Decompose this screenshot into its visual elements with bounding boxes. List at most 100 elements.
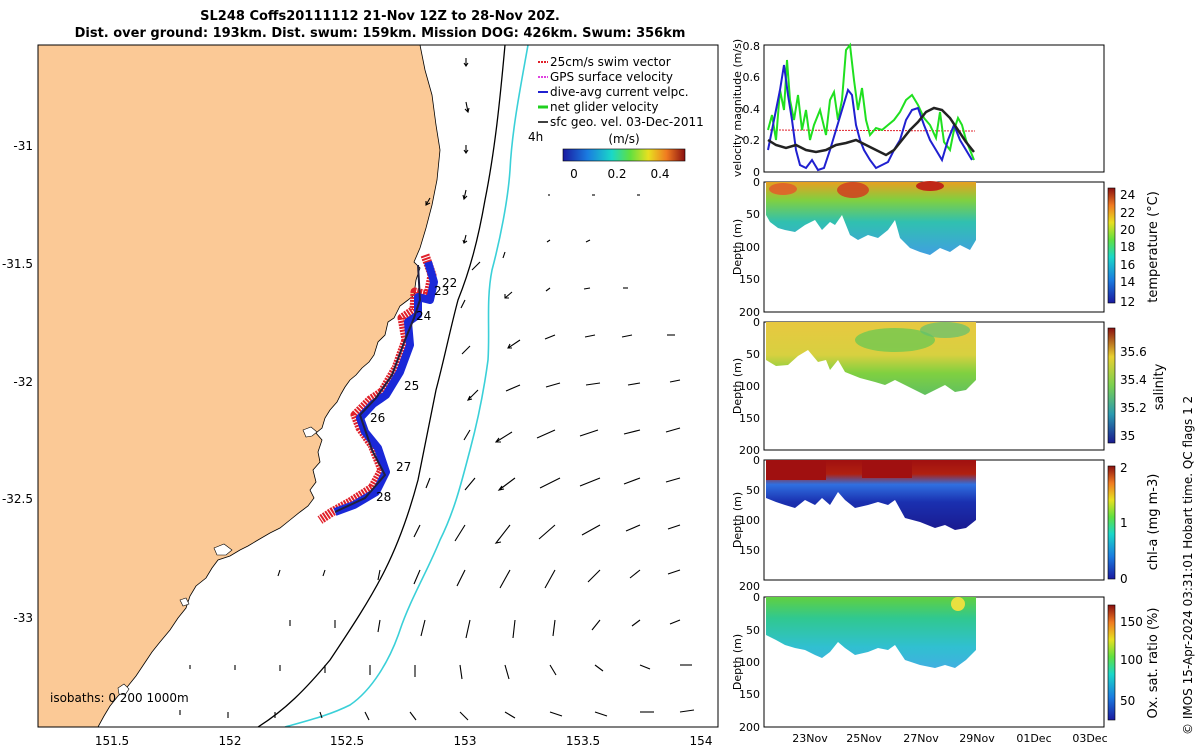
depth-tick: 200 bbox=[739, 444, 760, 457]
colorbar-tick: 0 bbox=[570, 167, 578, 181]
day-label: 23 bbox=[434, 284, 449, 298]
lat-tick: -32.5 bbox=[2, 492, 33, 506]
cbar-tick: 0 bbox=[1120, 572, 1128, 586]
lat-tick: -32 bbox=[13, 375, 33, 389]
salinity-colorbar bbox=[1107, 327, 1116, 444]
section-ylabels: Depth (m) Depth (m) Depth (m) Depth (m) bbox=[731, 219, 744, 690]
y-tick: 0.6 bbox=[743, 71, 761, 84]
time-tick: 23Nov bbox=[792, 732, 828, 745]
section-colorbars: 24 22 20 18 16 14 12 temperature (°C) 35… bbox=[1107, 187, 1167, 721]
y-tick: 0.4 bbox=[743, 103, 761, 116]
figure-title-line2: Dist. over ground: 193km. Dist. swum: 15… bbox=[74, 26, 686, 41]
swim-vector-series bbox=[769, 129, 976, 132]
lon-tick: 152 bbox=[219, 734, 242, 748]
day-label: 22 bbox=[442, 276, 457, 290]
geostrophic-series bbox=[767, 106, 975, 157]
depth-tick: 0 bbox=[753, 454, 760, 467]
isobath-label: isobaths: 0 200 1000m bbox=[50, 691, 189, 705]
cbar-label: temperature (°C) bbox=[1146, 191, 1161, 303]
day-label: 24 bbox=[416, 309, 431, 323]
depth-tick: 50 bbox=[746, 484, 760, 497]
coastal-lake bbox=[179, 597, 190, 607]
glider-track bbox=[317, 253, 438, 524]
cbar-label: Ox. sat. ratio (%) bbox=[1146, 608, 1161, 719]
cbar-tick: 35.4 bbox=[1120, 373, 1147, 387]
oxygen-section bbox=[763, 596, 1105, 728]
cbar-tick: 50 bbox=[1120, 694, 1135, 708]
depth-tick: 100 bbox=[739, 656, 760, 669]
section-depth-ticks: 0 50 100 150 200 0 50 100 150 200 0 50 1… bbox=[739, 176, 760, 734]
map-legend: 25cm/s swim vector GPS surface velocity … bbox=[528, 55, 704, 181]
day-label: 26 bbox=[370, 411, 385, 425]
legend-label: dive-avg current velpc. bbox=[550, 85, 689, 99]
figure-title-line1: SL248 Coffs20111112 21-Nov 12Z to 28-Nov… bbox=[200, 9, 560, 24]
depth-tick: 200 bbox=[739, 580, 760, 593]
depth-tick: 0 bbox=[753, 176, 760, 189]
colorbar-unit: (m/s) bbox=[608, 132, 639, 146]
depth-tick: 50 bbox=[746, 348, 760, 361]
depth-tick: 0 bbox=[753, 316, 760, 329]
cbar-label: chl-a (mg m-3) bbox=[1146, 474, 1161, 571]
lon-tick: 152.5 bbox=[330, 734, 364, 748]
section-ylabel: Depth (m) bbox=[731, 358, 744, 414]
map-frame bbox=[37, 44, 719, 728]
cbar-tick: 35.6 bbox=[1120, 345, 1147, 359]
colorbar-tick: 0.4 bbox=[650, 167, 669, 181]
cbar-tick: 18 bbox=[1120, 240, 1135, 254]
geostrophic-velocity-arrows bbox=[179, 58, 695, 721]
time-label: 4h bbox=[528, 130, 543, 144]
cbar-tick: 1 bbox=[1120, 516, 1128, 530]
depth-tick: 150 bbox=[739, 273, 760, 286]
cbar-tick: 150 bbox=[1120, 615, 1143, 629]
cbar-label: salinity bbox=[1152, 363, 1167, 410]
cbar-tick: 2 bbox=[1120, 461, 1128, 475]
legend-label: GPS surface velocity bbox=[550, 70, 673, 84]
velocity-y-axis: 0 0.2 0.4 0.6 0.8 bbox=[743, 40, 761, 179]
net-velocity-series bbox=[767, 42, 975, 161]
depth-tick: 0 bbox=[753, 591, 760, 604]
map-lat-axis: -31 -31.5 -32 -32.5 -33 bbox=[2, 139, 33, 625]
cbar-tick: 35.2 bbox=[1120, 401, 1147, 415]
lon-tick: 153.5 bbox=[566, 734, 600, 748]
lat-tick: -31.5 bbox=[2, 257, 33, 271]
isobath-200m bbox=[257, 45, 506, 727]
lon-tick: 153 bbox=[454, 734, 477, 748]
time-tick: 03Dec bbox=[1072, 732, 1107, 745]
colorbar-tick: 0.2 bbox=[607, 167, 626, 181]
legend-label: 25cm/s swim vector bbox=[550, 55, 671, 69]
lat-tick: -31 bbox=[13, 139, 33, 153]
velocity-plot: 0 0.2 0.4 0.6 0.8 velocity magnitude (m/… bbox=[731, 39, 1105, 179]
isobath-1000m bbox=[284, 45, 529, 727]
depth-tick: 200 bbox=[739, 721, 760, 734]
legend-label: sfc geo. vel. 03-Dec-2011 bbox=[550, 115, 704, 129]
lat-tick: -33 bbox=[13, 611, 33, 625]
track-day-labels: 22 23 24 25 26 27 28 bbox=[370, 276, 457, 504]
time-tick: 27Nov bbox=[903, 732, 939, 745]
cbar-tick: 20 bbox=[1120, 223, 1135, 237]
chl-a-section bbox=[763, 459, 1105, 581]
land-mass bbox=[38, 45, 441, 727]
y-tick: 0.2 bbox=[743, 134, 761, 147]
depth-tick: 150 bbox=[739, 544, 760, 557]
cbar-tick: 35 bbox=[1120, 429, 1135, 443]
copyright-note: © IMOS 15-Apr-2024 03:31:01 Hobart time.… bbox=[1181, 395, 1195, 735]
coastal-lake bbox=[213, 543, 233, 556]
coastal-lake bbox=[117, 683, 130, 696]
cbar-tick: 12 bbox=[1120, 295, 1135, 309]
lon-tick: 151.5 bbox=[95, 734, 129, 748]
time-tick: 25Nov bbox=[846, 732, 882, 745]
depth-tick: 100 bbox=[739, 241, 760, 254]
y-tick: 0.8 bbox=[743, 40, 761, 53]
cbar-tick: 24 bbox=[1120, 188, 1135, 202]
dive-avg-current-series bbox=[767, 64, 973, 172]
temperature-colorbar bbox=[1107, 187, 1116, 304]
depth-tick: 50 bbox=[746, 624, 760, 637]
cbar-tick: 16 bbox=[1120, 258, 1135, 272]
day-label: 28 bbox=[376, 490, 391, 504]
depth-tick: 100 bbox=[739, 514, 760, 527]
time-tick: 01Dec bbox=[1016, 732, 1051, 745]
depth-tick: 50 bbox=[746, 208, 760, 221]
cbar-tick: 22 bbox=[1120, 206, 1135, 220]
time-tick: 29Nov bbox=[959, 732, 995, 745]
